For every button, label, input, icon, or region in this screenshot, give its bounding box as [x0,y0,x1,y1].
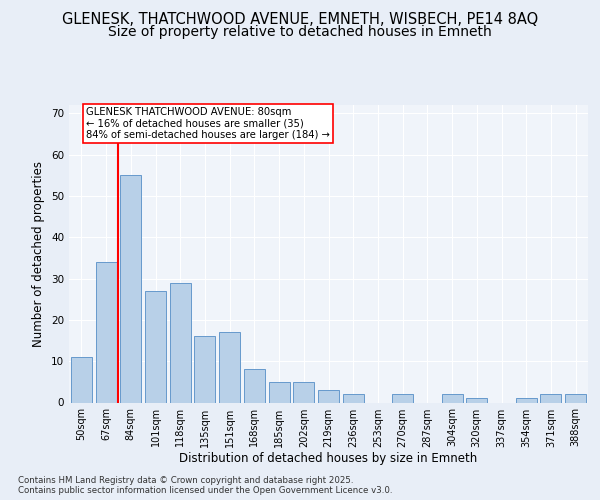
Bar [219,332,240,402]
Bar [565,394,586,402]
Text: Contains HM Land Registry data © Crown copyright and database right 2025.
Contai: Contains HM Land Registry data © Crown c… [18,476,392,495]
Bar [392,394,413,402]
Bar [343,394,364,402]
Bar [95,262,116,402]
Bar [244,370,265,402]
Bar [71,357,92,403]
Bar [442,394,463,402]
Bar [293,382,314,402]
Bar [541,394,562,402]
Bar [318,390,339,402]
Bar [516,398,537,402]
Bar [170,282,191,403]
Bar [194,336,215,402]
Bar [466,398,487,402]
Y-axis label: Number of detached properties: Number of detached properties [32,161,46,347]
Text: Size of property relative to detached houses in Emneth: Size of property relative to detached ho… [108,25,492,39]
Bar [269,382,290,402]
Text: GLENESK THATCHWOOD AVENUE: 80sqm
← 16% of detached houses are smaller (35)
84% o: GLENESK THATCHWOOD AVENUE: 80sqm ← 16% o… [86,107,329,140]
Text: GLENESK, THATCHWOOD AVENUE, EMNETH, WISBECH, PE14 8AQ: GLENESK, THATCHWOOD AVENUE, EMNETH, WISB… [62,12,538,28]
Bar [120,175,141,402]
X-axis label: Distribution of detached houses by size in Emneth: Distribution of detached houses by size … [179,452,478,466]
Bar [145,291,166,403]
